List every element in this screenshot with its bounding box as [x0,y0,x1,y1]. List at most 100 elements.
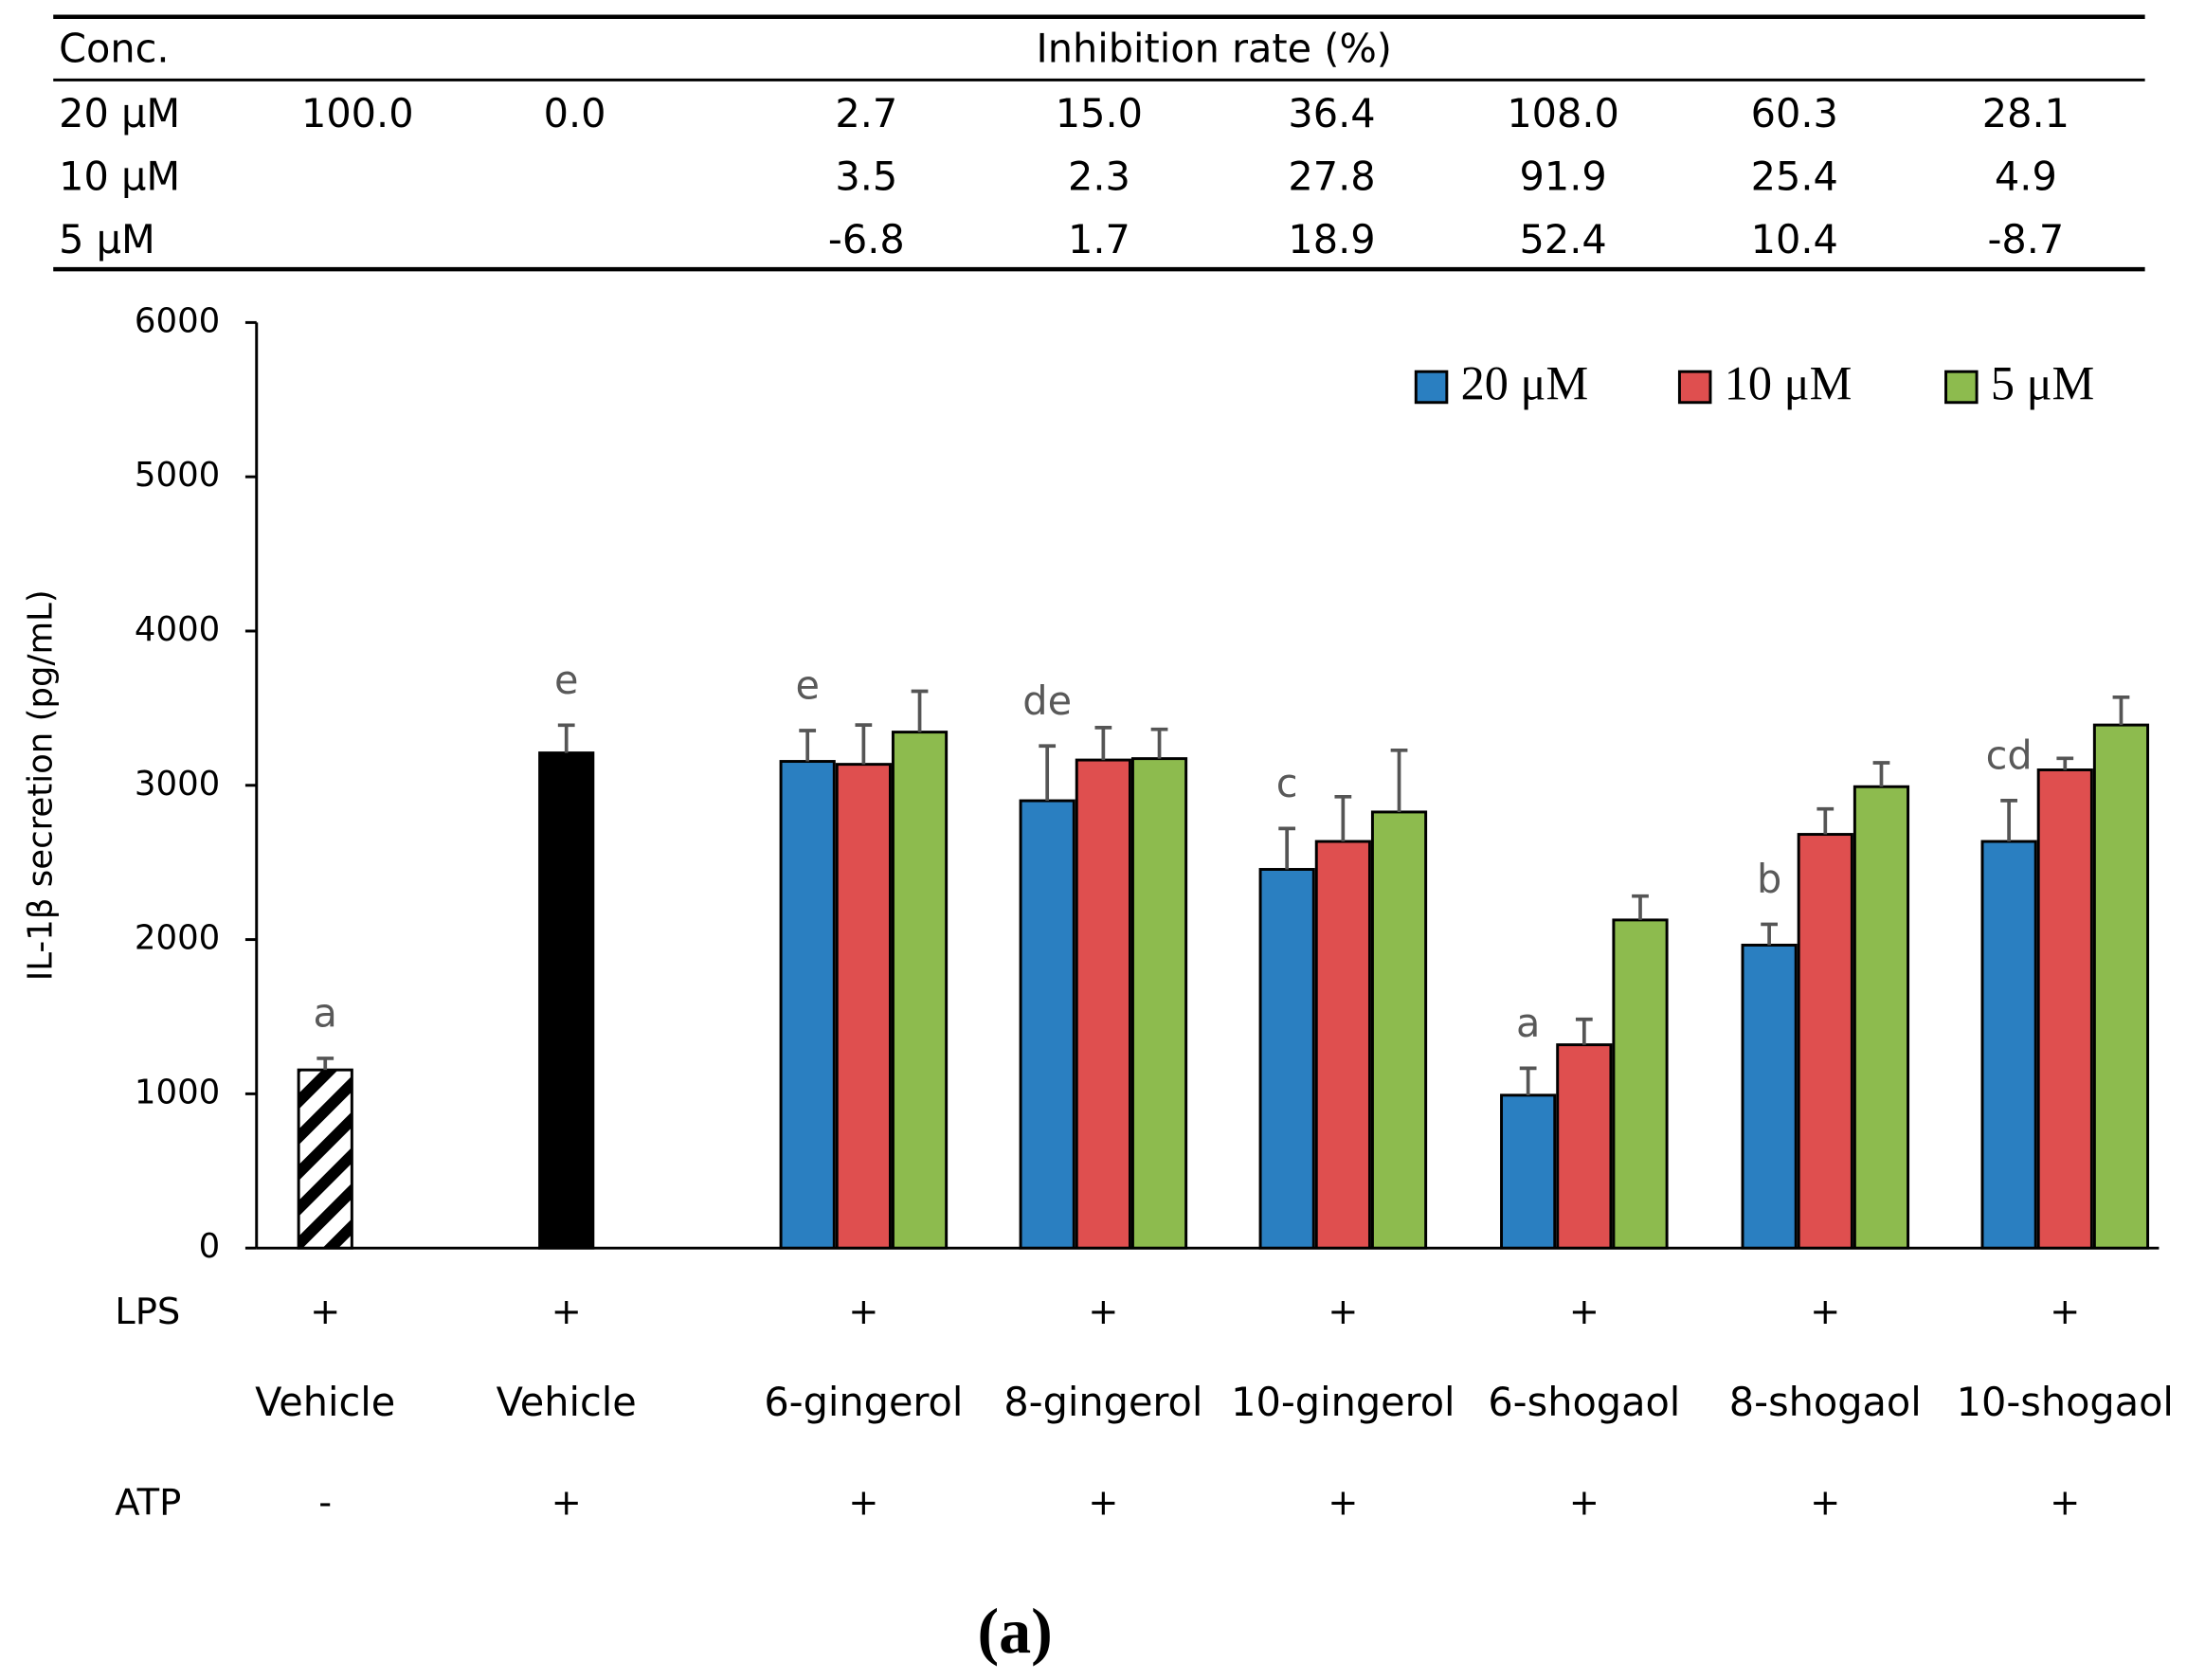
y-tick-label: 4000 [135,610,220,649]
significance-letter: b [1757,857,1781,902]
error-bar [557,723,575,753]
y-tick-label: 3000 [135,765,220,804]
bar [1980,840,2037,1250]
significance-letter: a [1516,1001,1540,1046]
row-value: + [2050,1482,2080,1525]
error-bar [1390,748,1408,812]
table-cell: 91.9 [1520,154,1607,199]
legend-label: 20 μM [1461,356,1589,409]
significance-letter: de [1022,678,1072,724]
significance-letter: cd [1986,732,2033,778]
bar [1797,833,1853,1250]
row-value: + [1328,1482,1358,1525]
table-cell: 18.9 [1288,217,1375,262]
error-bar [316,1057,334,1071]
category-label: 6-shogaol [1488,1380,1680,1425]
row-label: 20 μM [59,91,180,136]
error-bar [1575,1017,1593,1045]
bar [297,1068,353,1250]
table-cell: 25.4 [1751,154,1838,199]
table-cell: 28.1 [1982,91,2070,136]
row-value: + [1810,1291,1840,1333]
row-value: - [318,1482,332,1525]
table-cell: 27.8 [1288,154,1375,199]
row-value: + [2050,1291,2080,1333]
significance-letter: c [1276,761,1298,806]
error-bar [1519,1066,1537,1095]
y-tick-label: 5000 [135,456,220,495]
error-bar [2000,799,2017,842]
table-cell: 0.0 [544,91,606,136]
row-value: + [1088,1482,1118,1525]
y-tick-label: 2000 [135,919,220,958]
row-value: + [1328,1291,1358,1333]
error-bar [1278,826,1296,870]
table-cell: 108.0 [1507,91,1619,136]
significance-letter: e [795,663,819,709]
row-value: + [551,1291,582,1333]
table-cell: -8.7 [1987,217,2064,262]
category-label: 8-shogaol [1729,1380,1922,1425]
error-bar [799,729,817,762]
row-label: LPS [115,1291,180,1333]
error-bar [911,689,929,732]
error-bar [1334,794,1352,842]
bar [1130,757,1188,1250]
legend-swatch [1677,370,1712,405]
bar [1853,785,1910,1250]
table-cell: 1.7 [1068,217,1130,262]
table-cell: 2.7 [835,91,897,136]
category-label: 10-gingerol [1231,1380,1455,1425]
row-value: + [1569,1482,1600,1525]
bar [891,731,949,1250]
category-label: Vehicle [497,1380,637,1425]
table-cell: 3.5 [835,154,897,199]
error-bar [855,723,873,765]
error-bar [2112,695,2130,726]
error-bar [2056,756,2074,770]
table-cell: 60.3 [1751,91,1838,136]
bar [2092,723,2150,1250]
error-bar [1094,726,1112,761]
y-axis-label: IL-1β secretion (pg/mL) [21,589,60,981]
legend-swatch [1414,370,1449,405]
row-value: + [1088,1291,1118,1333]
bar [2036,768,2093,1250]
bar [1741,943,1798,1250]
bar [835,763,892,1250]
legend-swatch [1944,370,1979,405]
legend-label: 5 μM [1991,356,2094,409]
error-bar [1039,744,1057,802]
row-label: ATP [115,1482,181,1525]
category-label: 6-gingerol [764,1380,963,1425]
bar [1556,1043,1613,1250]
table-cell: 52.4 [1520,217,1607,262]
row-label: 5 μM [59,217,155,262]
table-cell: 15.0 [1056,91,1143,136]
category-label: 8-gingerol [1003,1380,1202,1425]
y-tick-label: 1000 [135,1073,220,1111]
y-tick-label: 6000 [135,301,220,340]
error-bar [1150,727,1168,759]
row-value: + [848,1291,878,1333]
row-value: + [310,1291,340,1333]
bar [1258,868,1315,1250]
table-header: Conc. [59,27,169,72]
table-cell: 10.4 [1751,217,1838,262]
bar [1019,799,1075,1250]
error-bar [1872,761,1890,787]
table-cell: 100.0 [301,91,414,136]
bar [1314,840,1371,1250]
table-cell: -6.8 [828,217,905,262]
table-cell: 4.9 [1995,154,2057,199]
bar [1500,1093,1557,1250]
table-header: Inhibition rate (%) [1037,27,1392,72]
significance-letter: e [554,658,578,703]
row-value: + [1810,1482,1840,1525]
legend-label: 10 μM [1725,356,1853,409]
row-label: 10 μM [59,154,180,199]
table-cell: 36.4 [1288,91,1375,136]
error-bar [1816,806,1835,835]
row-value: + [551,1482,582,1525]
